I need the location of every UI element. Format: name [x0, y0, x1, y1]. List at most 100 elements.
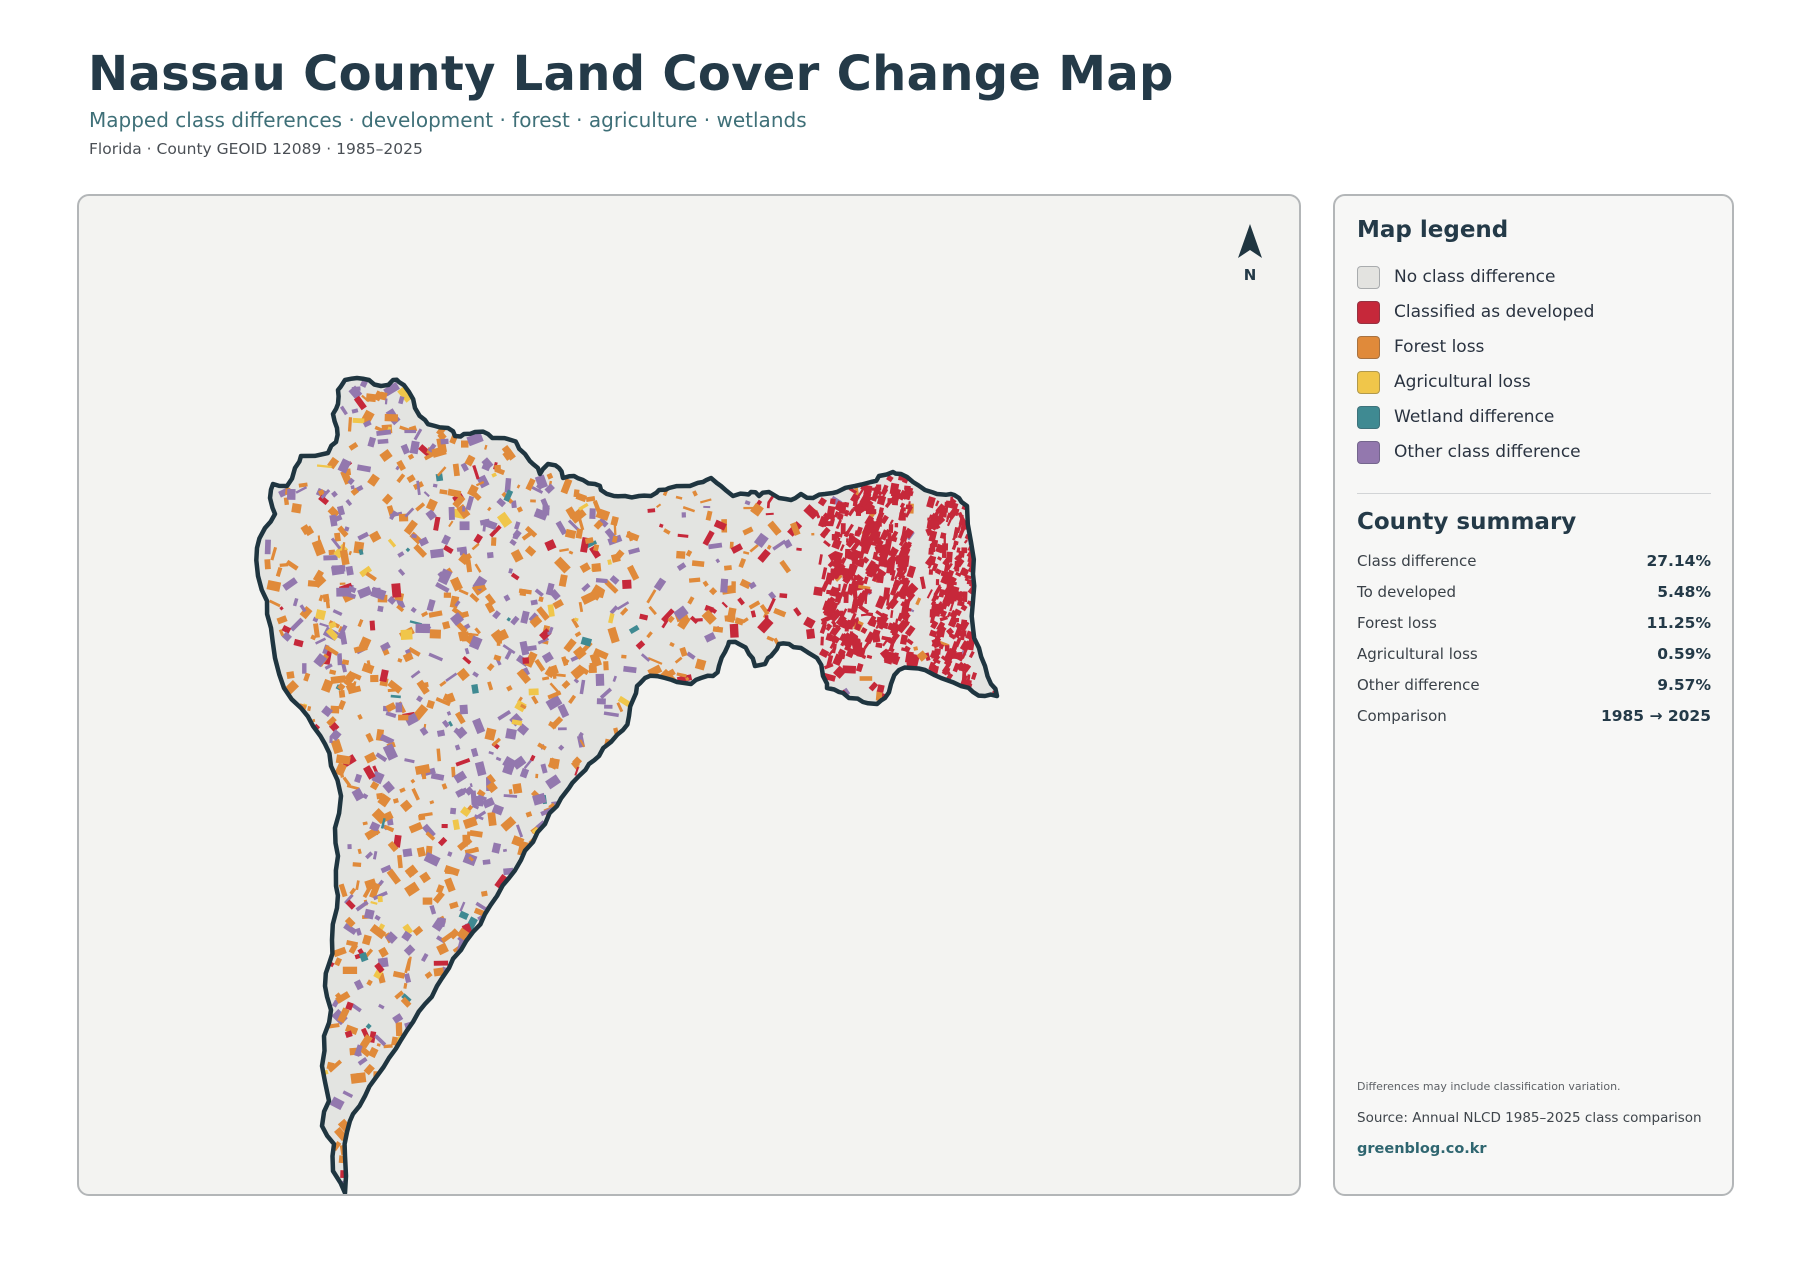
change-patch: [931, 650, 938, 659]
change-patch: [646, 589, 657, 604]
change-patch: [738, 557, 747, 569]
change-patch: [757, 616, 774, 634]
change-patch: [486, 773, 496, 784]
change-patch: [578, 731, 584, 738]
change-patch: [866, 568, 875, 578]
change-patch: [347, 417, 353, 432]
change-patch: [836, 513, 844, 520]
change-patch: [604, 579, 619, 594]
change-patch: [766, 635, 775, 642]
change-patch: [574, 617, 579, 622]
map-panel[interactable]: N: [77, 194, 1301, 1196]
change-patch: [286, 671, 295, 680]
change-patch: [324, 644, 339, 656]
change-patch: [443, 544, 454, 554]
change-patch: [433, 960, 449, 966]
change-patch: [692, 490, 698, 497]
change-patch: [416, 480, 421, 496]
change-patch: [585, 496, 596, 502]
change-patch: [357, 713, 363, 720]
change-patch: [448, 506, 455, 521]
change-patch: [502, 760, 516, 776]
county-map[interactable]: [79, 196, 1299, 1194]
change-patch: [339, 405, 348, 416]
change-patch: [915, 597, 922, 606]
change-patch: [420, 952, 429, 963]
change-patch: [330, 705, 340, 714]
change-patch: [935, 543, 945, 554]
change-patch: [881, 635, 890, 641]
change-patch: [904, 625, 916, 637]
change-patch: [483, 519, 498, 531]
change-patch: [392, 1013, 404, 1024]
change-patch: [361, 394, 370, 403]
change-patch: [285, 559, 299, 571]
change-patch: [361, 793, 369, 800]
change-patch: [840, 583, 848, 596]
change-patch: [837, 593, 844, 605]
change-patch: [823, 539, 831, 548]
change-patch: [467, 484, 479, 498]
change-patch: [466, 432, 484, 447]
change-patch: [441, 823, 448, 829]
change-patch: [561, 657, 570, 664]
change-patch: [291, 503, 302, 514]
legend-swatch: [1357, 265, 1380, 289]
change-patch: [834, 575, 838, 580]
site-link[interactable]: greenblog.co.kr: [1357, 1141, 1487, 1157]
legend-swatch: [1357, 335, 1380, 359]
change-patch: [591, 563, 602, 573]
change-patch: [352, 862, 362, 867]
change-patch: [268, 599, 281, 608]
change-patch: [646, 631, 653, 639]
change-patch: [961, 527, 966, 532]
change-patch: [401, 930, 413, 942]
change-patch: [448, 520, 454, 528]
change-patch: [404, 958, 411, 974]
change-patch: [928, 530, 938, 543]
change-patch: [472, 464, 480, 480]
change-patch: [860, 531, 868, 543]
change-patch: [423, 491, 430, 498]
change-patch: [408, 646, 421, 657]
change-patch: [374, 1034, 387, 1047]
change-patch: [840, 557, 847, 565]
change-patch: [824, 572, 834, 585]
change-patch: [838, 564, 843, 569]
change-patch: [930, 600, 937, 607]
change-patch: [939, 615, 949, 622]
change-patch: [574, 631, 582, 638]
change-patch: [558, 574, 568, 587]
change-patch: [730, 543, 744, 554]
change-patch: [330, 537, 342, 550]
change-patch: [431, 445, 447, 458]
change-patch: [505, 728, 517, 740]
change-patch: [456, 667, 470, 682]
change-patch: [347, 477, 355, 486]
change-patch: [425, 509, 437, 521]
change-patch: [435, 697, 451, 707]
change-patch: [744, 500, 751, 506]
change-patch: [462, 816, 478, 830]
summary-row-class-difference: Class difference 27.14%: [1357, 552, 1711, 570]
change-patch: [558, 744, 565, 751]
change-patch: [603, 661, 609, 671]
change-patch: [857, 505, 864, 514]
change-patch: [457, 836, 473, 851]
change-patch: [335, 991, 351, 1004]
change-patch: [337, 699, 346, 711]
change-patch: [506, 617, 511, 622]
change-patch: [432, 890, 445, 904]
legend-item-no-difference: No class difference: [1357, 264, 1555, 290]
summary-row-forest-loss: Forest loss 11.25%: [1357, 614, 1711, 632]
change-patch: [424, 971, 433, 979]
change-patch: [487, 506, 492, 512]
change-patch: [942, 557, 952, 567]
change-patch: [530, 499, 536, 503]
change-patch: [894, 618, 899, 625]
change-patch: [386, 868, 401, 885]
change-patch: [400, 799, 413, 813]
change-patch: [355, 900, 369, 912]
change-patch: [486, 781, 498, 794]
change-patch: [564, 528, 577, 539]
